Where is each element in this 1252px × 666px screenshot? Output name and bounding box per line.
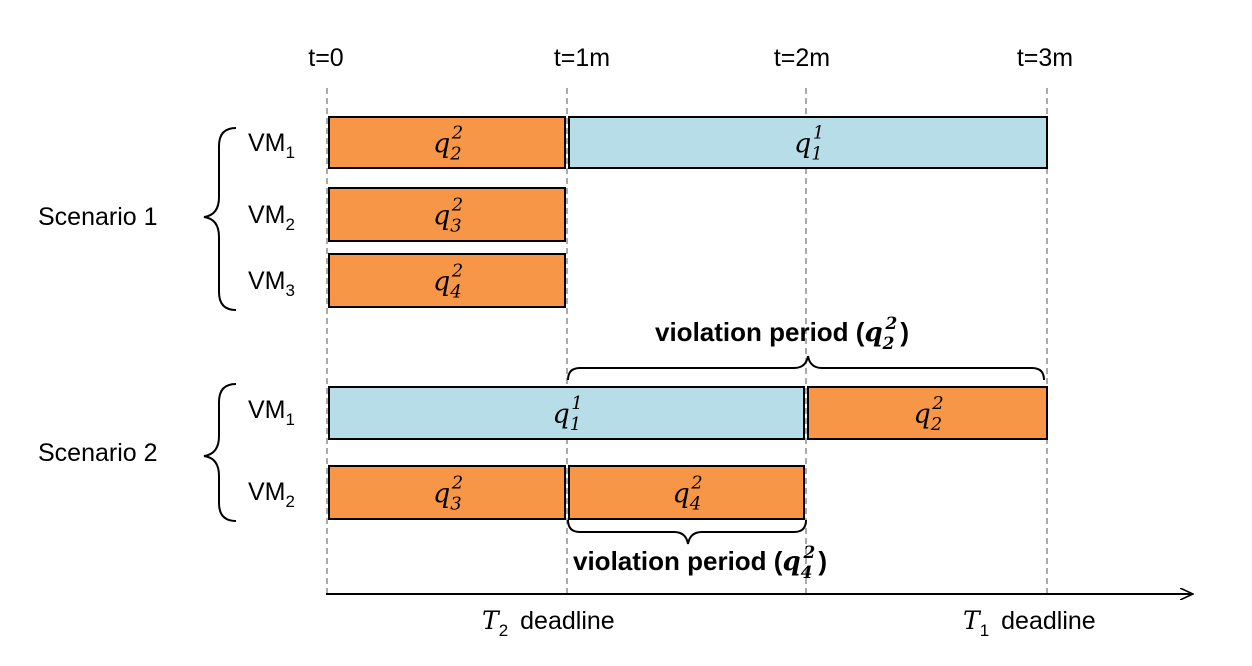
s2-task-block-0	[328, 386, 805, 440]
s2-task-q2-2: q22	[807, 386, 1048, 440]
violation-brace-q4	[567, 519, 807, 545]
s2-vm1-label: VM1	[248, 396, 295, 429]
scenario-1-brace	[203, 127, 237, 311]
s1-task-q4-2: q42	[328, 253, 566, 308]
time-label-0: t=0	[308, 44, 343, 72]
s2-task-label-2: q32	[433, 473, 463, 515]
s2-task-label-3: q42	[673, 473, 703, 515]
s1-task-block-1	[568, 116, 1048, 169]
time-labels: t=0 t=1m t=2m t=3m	[308, 44, 1073, 72]
s1-task-label-1: q11	[794, 123, 824, 165]
s2-task-label-0: q11	[553, 393, 583, 435]
time-gridlines	[326, 88, 1048, 594]
s2-task-block-3	[568, 465, 805, 520]
s1-task-q1-1: q11	[568, 116, 1048, 169]
s1-task-label-3: q42	[433, 261, 463, 303]
s1-task-label-2: q32	[433, 195, 463, 237]
s1-task-label-0: q22	[433, 123, 463, 165]
scenario-1-label: Scenario 1	[38, 203, 158, 231]
s1-vm2-label: VM2	[248, 201, 295, 234]
s2-task-block-1	[807, 386, 1048, 440]
scenario-2-label: Scenario 2	[38, 439, 158, 467]
s2-vm2-label: VM2	[248, 478, 295, 511]
s2-task-q1-1: q11	[328, 386, 805, 440]
time-label-1: t=1m	[554, 44, 610, 72]
s1-vm3-label: VM3	[248, 267, 295, 300]
deadline-t1-label: T1 deadline	[963, 606, 1096, 640]
s1-vm1-label: VM1	[248, 129, 295, 162]
violation-label-q4: violation period (q42)	[573, 543, 827, 583]
s1-task-block-0	[328, 116, 566, 169]
s2-task-label-1: q22	[914, 393, 944, 435]
violation-label-q2: violation period (q22)	[655, 314, 909, 354]
s1-task-q2-2: q22	[328, 116, 566, 169]
s1-task-q3-2: q32	[328, 187, 566, 242]
violation-brace-q2	[567, 355, 1045, 381]
s1-task-block-2	[328, 187, 566, 242]
s2-task-q4-2: q42	[568, 465, 805, 520]
time-label-3: t=3m	[1017, 44, 1073, 72]
s2-task-q3-2: q32	[328, 465, 566, 520]
deadline-t2-label: T2 deadline	[482, 606, 615, 640]
s1-task-block-3	[328, 253, 566, 308]
task-blocks: q22 q11 q32 q42 q11 q22 q32 q42	[328, 116, 1048, 520]
s2-task-block-2	[328, 465, 566, 520]
scenario-2-brace	[203, 383, 237, 522]
vm-labels: VM1 VM2 VM3 VM1 VM2	[248, 129, 295, 511]
time-label-2: t=2m	[774, 44, 830, 72]
